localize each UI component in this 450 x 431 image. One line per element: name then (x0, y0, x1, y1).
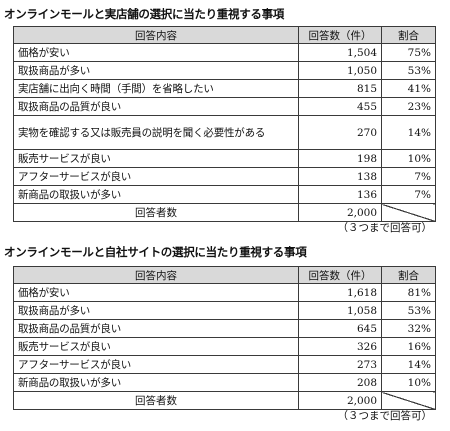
total-row: 回答者数 2,000 (13, 203, 436, 222)
section-title: オンラインモールと自社サイトの選択に当たり重視する事項 (4, 245, 307, 259)
section-title: オンラインモールと実店舗の選択に当たり重視する事項 (4, 7, 284, 21)
table-row: 新商品の取扱いが多い 208 10% (13, 373, 436, 392)
row-item: 取扱商品の品質が良い (13, 97, 299, 116)
row-count: 645 (298, 319, 382, 338)
answer-note: （３つまで回答可） (337, 410, 433, 422)
row-percent: 32% (381, 319, 436, 338)
row-count: 455 (298, 97, 382, 116)
row-percent: 14% (381, 355, 436, 374)
row-item: アフターサービスが良い (13, 355, 299, 374)
row-count: 1,050 (298, 61, 382, 80)
table-row: アフターサービスが良い 273 14% (13, 355, 436, 374)
survey-table: 回答内容 回答数（件） 割合 価格が安い 1,504 75% 取扱商品が多い 1… (13, 26, 436, 222)
total-row: 回答者数 2,000 (13, 391, 436, 410)
empty-diagonal-cell (381, 203, 436, 222)
row-percent: 53% (381, 301, 436, 320)
row-item: 実物を確認する又は販売員の説明を聞く必要性がある (13, 115, 299, 150)
survey-table: 回答内容 回答数（件） 割合 価格が安い 1,618 81% 取扱商品が多い 1… (13, 266, 436, 410)
row-item: 新商品の取扱いが多い (13, 185, 299, 204)
row-count: 198 (298, 149, 382, 168)
header-row: 回答内容 回答数（件） 割合 (13, 26, 436, 44)
table-row: 取扱商品が多い 1,058 53% (13, 301, 436, 320)
row-item: 取扱商品が多い (13, 301, 299, 320)
row-percent: 41% (381, 79, 436, 98)
respondents-count: 2,000 (298, 391, 382, 410)
table-row: アフターサービスが良い 138 7% (13, 167, 436, 186)
table-row: 価格が安い 1,618 81% (13, 283, 436, 302)
row-item: 取扱商品が多い (13, 61, 299, 80)
row-percent: 81% (381, 283, 436, 302)
row-item: アフターサービスが良い (13, 167, 299, 186)
row-count: 326 (298, 337, 382, 356)
respondents-label: 回答者数 (13, 391, 299, 410)
row-count: 270 (298, 115, 382, 150)
column-header-item: 回答内容 (13, 26, 299, 44)
row-item: 価格が安い (13, 283, 299, 302)
header-row: 回答内容 回答数（件） 割合 (13, 266, 436, 284)
row-percent: 7% (381, 185, 436, 204)
row-percent: 23% (381, 97, 436, 116)
row-item: 販売サービスが良い (13, 149, 299, 168)
column-header-percent: 割合 (381, 26, 436, 44)
table-row: 実店舗に出向く時間（手間）を省略したい 815 41% (13, 79, 436, 98)
table-row: 取扱商品の品質が良い 645 32% (13, 319, 436, 338)
row-item: 取扱商品の品質が良い (13, 319, 299, 338)
table-row: 新商品の取扱いが多い 136 7% (13, 185, 436, 204)
table-row: 取扱商品が多い 1,050 53% (13, 61, 436, 80)
row-percent: 53% (381, 61, 436, 80)
respondents-count: 2,000 (298, 203, 382, 222)
row-count: 136 (298, 185, 382, 204)
row-item: 価格が安い (13, 43, 299, 62)
respondents-label: 回答者数 (13, 203, 299, 222)
table-row: 販売サービスが良い 198 10% (13, 149, 436, 168)
row-count: 1,618 (298, 283, 382, 302)
row-item: 新商品の取扱いが多い (13, 373, 299, 392)
column-header-item: 回答内容 (13, 266, 299, 284)
column-header-count: 回答数（件） (298, 26, 382, 44)
row-count: 208 (298, 373, 382, 392)
table-row: 販売サービスが良い 326 16% (13, 337, 436, 356)
row-count: 138 (298, 167, 382, 186)
row-item: 販売サービスが良い (13, 337, 299, 356)
answer-note: （３つまで回答可） (337, 222, 433, 234)
empty-diagonal-cell (381, 391, 436, 410)
row-count: 1,504 (298, 43, 382, 62)
table-row: 実物を確認する又は販売員の説明を聞く必要性がある 270 14% (13, 115, 436, 150)
row-count: 1,058 (298, 301, 382, 320)
column-header-count: 回答数（件） (298, 266, 382, 284)
table-row: 取扱商品の品質が良い 455 23% (13, 97, 436, 116)
row-count: 815 (298, 79, 382, 98)
row-percent: 75% (381, 43, 436, 62)
row-percent: 10% (381, 149, 436, 168)
row-percent: 10% (381, 373, 436, 392)
row-item: 実店舗に出向く時間（手間）を省略したい (13, 79, 299, 98)
row-percent: 14% (381, 115, 436, 150)
column-header-percent: 割合 (381, 266, 436, 284)
row-percent: 16% (381, 337, 436, 356)
table-row: 価格が安い 1,504 75% (13, 43, 436, 62)
row-percent: 7% (381, 167, 436, 186)
row-count: 273 (298, 355, 382, 374)
